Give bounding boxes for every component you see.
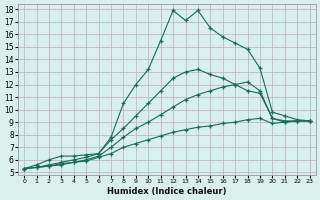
X-axis label: Humidex (Indice chaleur): Humidex (Indice chaleur) — [107, 187, 227, 196]
